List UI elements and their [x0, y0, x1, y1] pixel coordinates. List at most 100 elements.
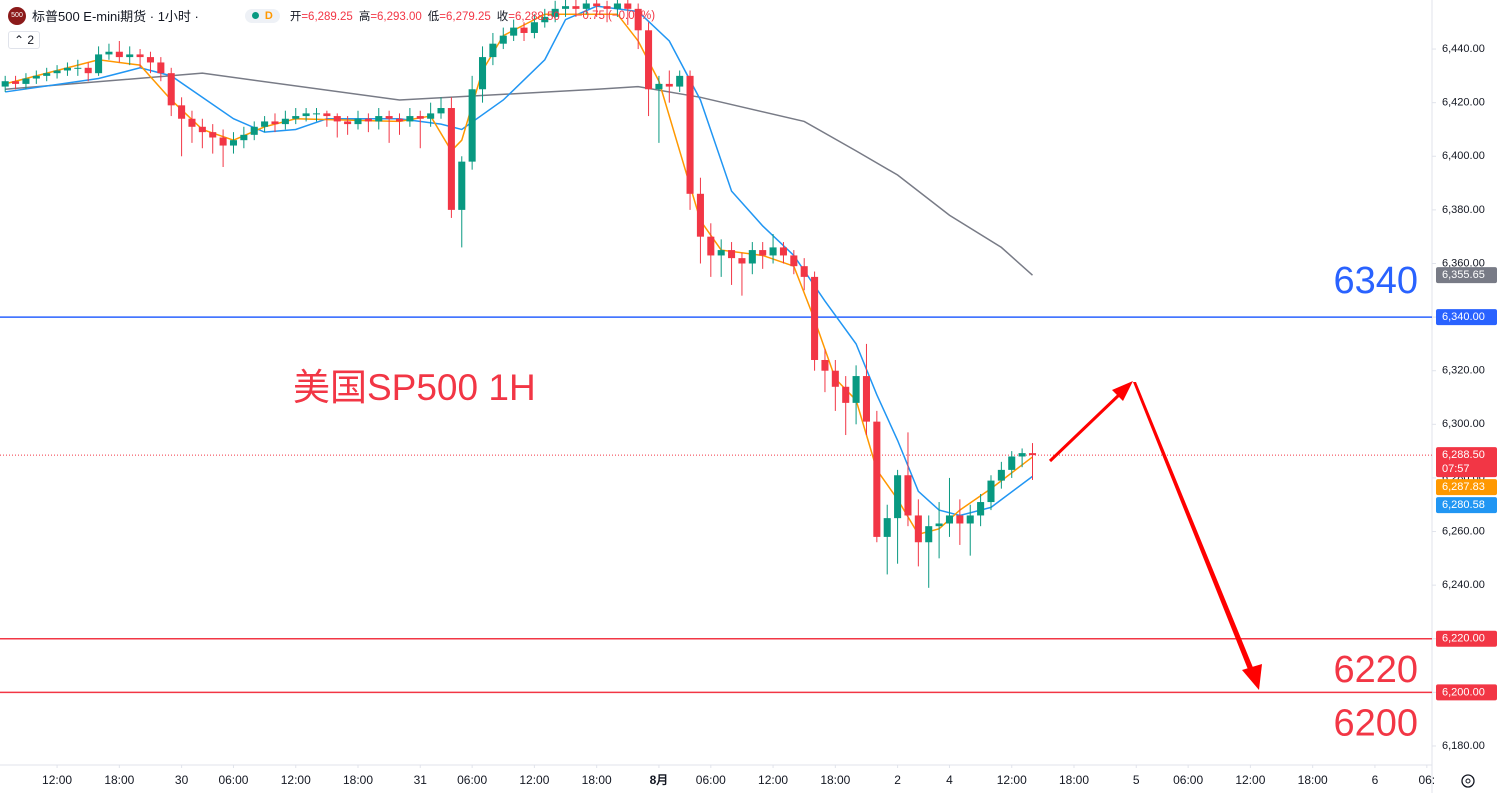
y-tick-label: 6,440.00	[1442, 43, 1485, 55]
x-tick-label: 18:00	[104, 773, 134, 787]
candle-body	[624, 3, 632, 9]
y-tick-label: 6,240.00	[1442, 579, 1485, 591]
candle-body	[925, 526, 933, 543]
ohlc-value: 6,289.25	[308, 10, 353, 23]
candle-body	[977, 502, 985, 516]
x-tick-label: 06:00	[1173, 773, 1203, 787]
candle-body	[229, 140, 238, 146]
price-tag-label: 6,200.00	[1442, 686, 1485, 698]
candle-body	[302, 113, 310, 117]
symbol-title[interactable]: 标普500 E-mini期货 · 1小时 ·	[32, 9, 199, 24]
x-tick-label: 4	[946, 773, 953, 787]
candle-body	[395, 118, 404, 122]
candle-body	[728, 250, 736, 259]
x-tick-label: 12:00	[519, 773, 549, 787]
x-tick-label: 18:00	[343, 773, 373, 787]
candle-body	[499, 35, 507, 44]
candle-body	[510, 27, 518, 36]
candle-body	[603, 6, 611, 9]
symbol-badge: 500	[8, 6, 26, 25]
candle-body	[894, 475, 902, 519]
candle-body	[385, 116, 393, 119]
arrow-head	[1112, 381, 1133, 401]
candle-body	[696, 193, 704, 237]
candle-body	[375, 116, 383, 122]
candle-body	[873, 421, 881, 537]
x-tick-label: 8月	[650, 773, 669, 787]
candle-body	[261, 121, 269, 127]
candle-body	[790, 255, 798, 267]
candle-body	[188, 118, 196, 127]
x-tick-label: 31	[414, 773, 428, 787]
price-tag-label: 6,340.00	[1442, 311, 1485, 323]
candle-body	[105, 51, 113, 55]
price-tag	[1436, 267, 1497, 284]
ohlc-value: 6,293.00	[377, 10, 422, 23]
y-tick-label: 6,260.00	[1442, 525, 1485, 537]
candle-body	[219, 137, 227, 146]
candle-body	[136, 54, 144, 58]
price-tag	[1436, 630, 1497, 647]
indicator-count: 2	[27, 33, 35, 47]
candle-body	[478, 57, 487, 90]
candle-body	[84, 67, 92, 74]
countdown: 07:57	[1442, 463, 1470, 475]
moving-average	[5, 72, 1033, 276]
candle-body	[821, 359, 829, 371]
price-tag	[1436, 479, 1497, 496]
y-tick-label: 6,300.00	[1442, 418, 1485, 430]
candle-body	[209, 132, 217, 138]
arrow	[1048, 381, 1262, 690]
x-tick-label: 18:00	[1298, 773, 1328, 787]
x-tick-label: 2	[894, 773, 901, 787]
x-tick-label: 12:00	[42, 773, 72, 787]
price-tag	[1436, 497, 1497, 514]
market-status[interactable]: D	[244, 8, 280, 23]
candle-body	[665, 83, 673, 87]
candle-body	[738, 258, 746, 264]
candle-body	[95, 54, 103, 74]
candle-body	[779, 247, 787, 256]
candle-body	[997, 469, 1005, 481]
y-tick-label: 6,180.00	[1442, 740, 1485, 752]
indicator-toggle[interactable]: ⌃ 2	[8, 31, 41, 49]
y-tick-label: 6,400.00	[1442, 150, 1485, 162]
candle-body	[43, 73, 51, 76]
arrow-head	[1242, 664, 1262, 690]
x-tick-label: 18:00	[1059, 773, 1089, 787]
candle-body	[416, 116, 424, 119]
ohlc-value: 6,288.50	[515, 10, 560, 23]
candle-body	[842, 386, 850, 403]
candle-body	[1008, 456, 1016, 470]
level-label: 6200	[1333, 702, 1418, 744]
candle-body	[1, 81, 9, 87]
ohlc-label: 收	[496, 10, 509, 23]
candle-body	[914, 515, 922, 543]
x-tick-label: 12:00	[758, 773, 788, 787]
candle-body	[811, 276, 819, 360]
ohlc-value: 6,279.25	[446, 10, 491, 23]
price-tag-label: 6,288.50	[1442, 449, 1485, 461]
price-tag-label: 6,220.00	[1442, 633, 1485, 645]
x-tick-label: 12:00	[1235, 773, 1265, 787]
price-tag-label: 6,355.65	[1442, 269, 1485, 281]
candle-body	[530, 22, 538, 33]
y-tick-label: 6,420.00	[1442, 97, 1485, 109]
y-tick-label: 6,380.00	[1442, 204, 1485, 216]
settings-icon[interactable]	[1461, 774, 1475, 788]
ohlc-label: 高	[358, 10, 371, 23]
candle-body	[966, 515, 974, 524]
candle-body	[115, 51, 123, 58]
header: 500 标普500 E-mini期货 · 1小时 · D 开=6,289.25 高…	[8, 6, 655, 25]
level-label: 6340	[1333, 260, 1418, 302]
candle-body	[956, 515, 964, 524]
candle-body	[717, 250, 725, 256]
candle-body	[323, 113, 331, 117]
candle-body	[862, 376, 870, 422]
candle-body	[572, 6, 580, 9]
candle-body	[146, 57, 154, 63]
candle-body	[1018, 453, 1026, 457]
candle-body	[759, 250, 767, 256]
candle-body	[748, 250, 756, 264]
candle-body	[447, 108, 455, 210]
